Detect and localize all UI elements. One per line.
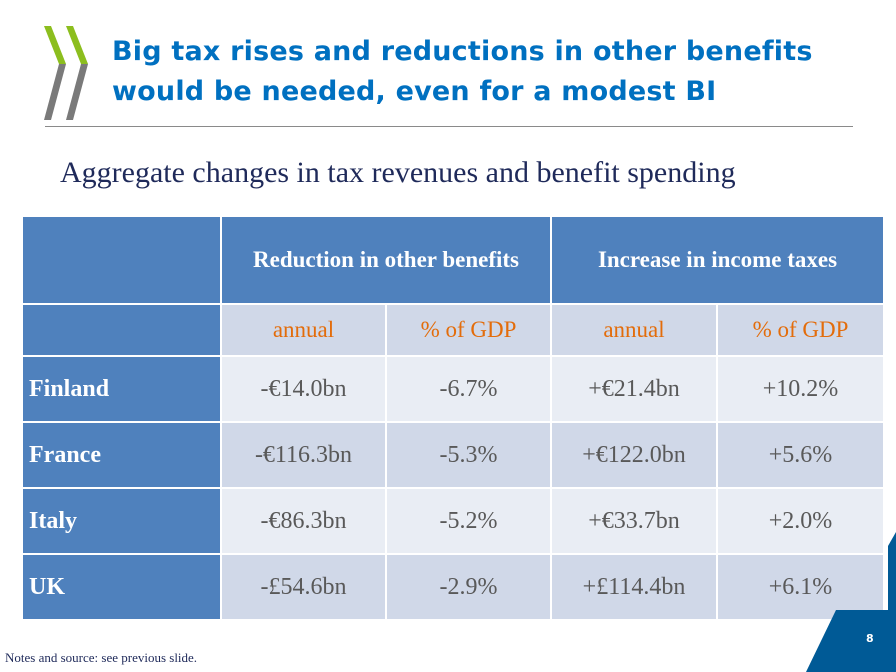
benefit-gdp-cell: -5.3%	[385, 421, 552, 489]
benefit-annual-cell: -€86.3bn	[220, 487, 387, 555]
table-row: France -€116.3bn -5.3% +€122.0bn +5.6%	[21, 421, 885, 489]
tax-annual-cell: +€33.7bn	[550, 487, 718, 555]
footnote: Notes and source: see previous slide.	[5, 650, 198, 665]
table-row: Italy -€86.3bn -5.2% +€33.7bn +2.0%	[21, 487, 885, 555]
benefit-gdp-cell: -5.2%	[385, 487, 552, 555]
group-header-taxes: Increase in income taxes	[550, 215, 885, 305]
tax-gdp-cell: +10.2%	[716, 355, 885, 423]
subheader-benefit-gdp: % of GDP	[385, 303, 552, 357]
slide-title: Big tax rises and reductions in other be…	[112, 32, 813, 112]
sub-header-row: annual % of GDP annual % of GDP	[21, 303, 885, 357]
tax-gdp-cell: +2.0%	[716, 487, 885, 555]
table-row: UK -£54.6bn -2.9% +£114.4bn +6.1%	[21, 553, 885, 621]
title-line-1: Big tax rises and reductions in other be…	[112, 36, 813, 67]
title-line-2: would be needed, even for a modest BI	[112, 76, 717, 107]
tax-annual-cell: +£114.4bn	[550, 553, 718, 621]
group-header-row: Reduction in other benefits Increase in …	[21, 215, 885, 305]
corner-decoration-icon	[806, 532, 896, 672]
subheader-benefit-annual: annual	[220, 303, 387, 357]
row-country: Italy	[21, 487, 222, 555]
subheader-tax-gdp: % of GDP	[716, 303, 885, 357]
benefit-annual-cell: -£54.6bn	[220, 553, 387, 621]
row-country: Finland	[21, 355, 222, 423]
tax-gdp-cell: +5.6%	[716, 421, 885, 489]
subheader-tax-annual: annual	[550, 303, 718, 357]
row-country: UK	[21, 553, 222, 621]
header-stub	[21, 215, 222, 305]
title-divider	[45, 126, 853, 127]
subheader-stub	[21, 303, 222, 357]
benefit-gdp-cell: -2.9%	[385, 553, 552, 621]
page-number: 8	[866, 632, 874, 645]
tax-annual-cell: +€21.4bn	[550, 355, 718, 423]
oecd-logo-icon	[44, 26, 88, 120]
tax-gdp-cell: +6.1%	[716, 553, 885, 621]
table-row: Finland -€14.0bn -6.7% +€21.4bn +10.2%	[21, 355, 885, 423]
benefit-gdp-cell: -6.7%	[385, 355, 552, 423]
benefit-annual-cell: -€14.0bn	[220, 355, 387, 423]
group-header-benefits: Reduction in other benefits	[220, 215, 552, 305]
data-table: Reduction in other benefits Increase in …	[21, 215, 885, 621]
row-country: France	[21, 421, 222, 489]
tax-annual-cell: +€122.0bn	[550, 421, 718, 489]
slide-subtitle: Aggregate changes in tax revenues and be…	[60, 156, 736, 189]
benefit-annual-cell: -€116.3bn	[220, 421, 387, 489]
